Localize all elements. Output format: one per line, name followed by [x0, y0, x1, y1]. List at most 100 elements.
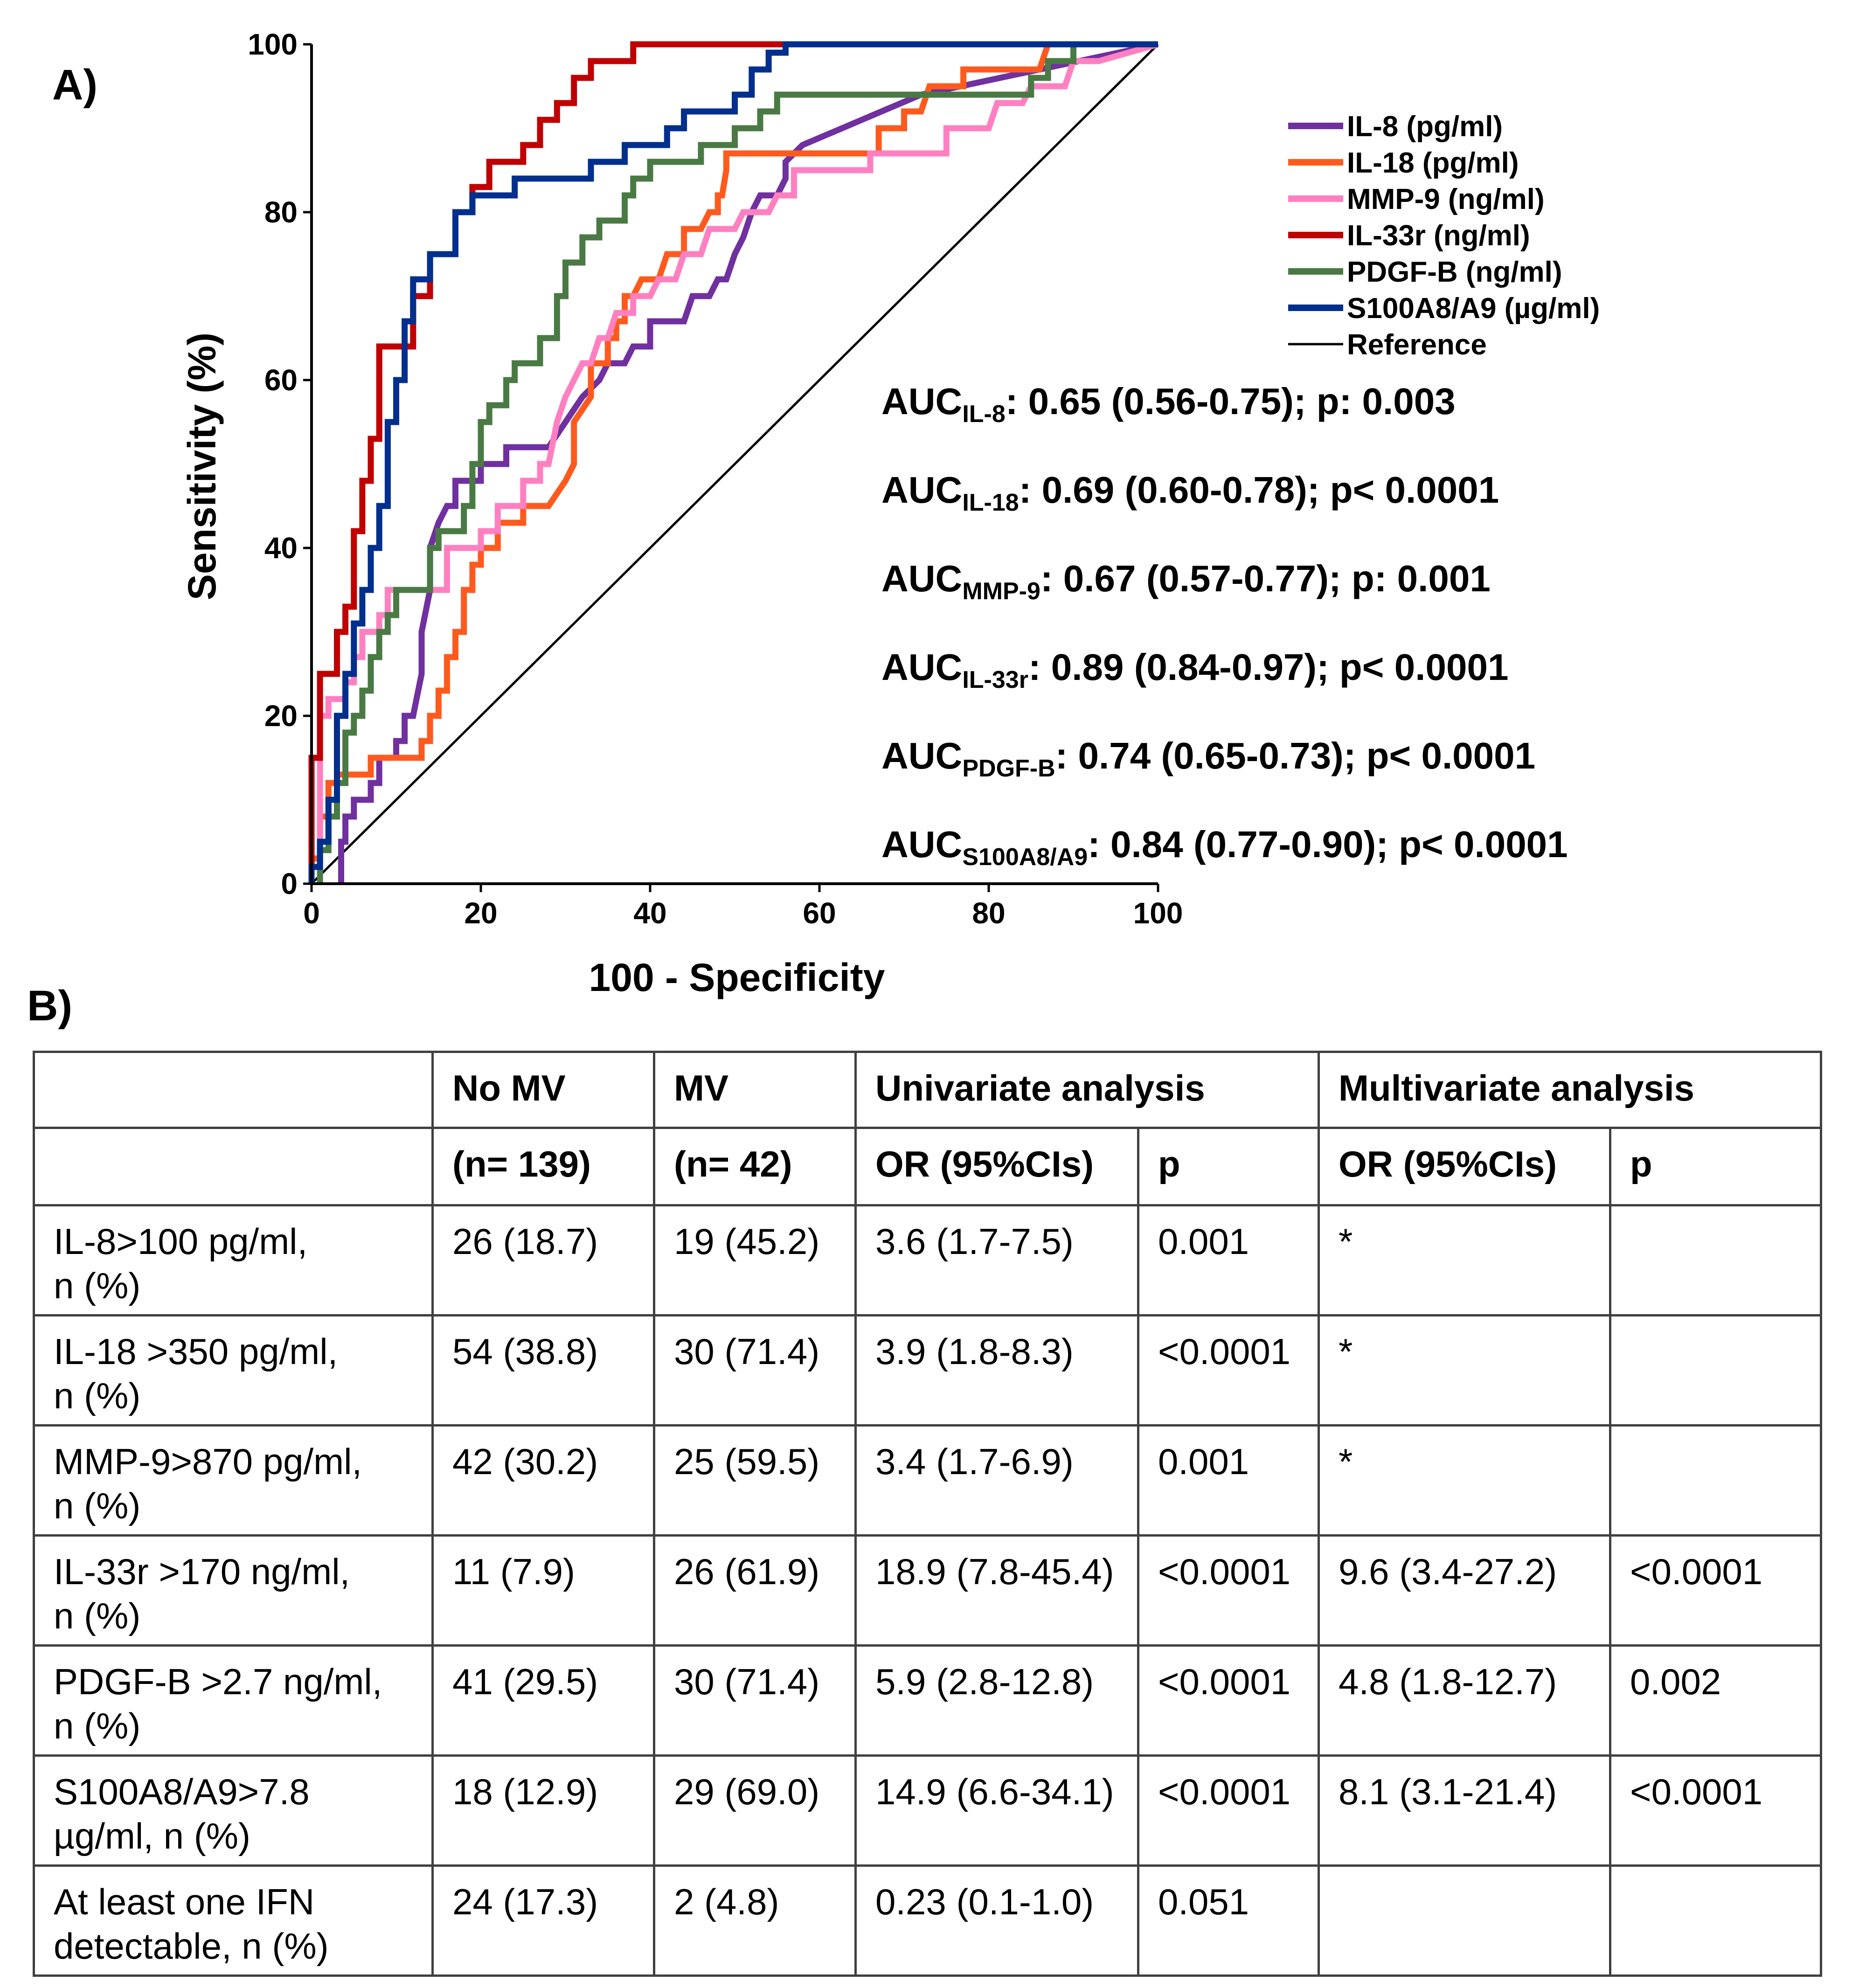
auc-label: AUC — [881, 381, 963, 422]
auc-annotation: AUCMMP-9: 0.67 (0.57-0.77); p: 0.001 — [881, 557, 1491, 605]
row-label-line2: n (%) — [54, 1595, 141, 1637]
cell-mv: 26 (61.9) — [653, 1534, 857, 1647]
cell-uni-p: 0.001 — [1137, 1424, 1320, 1537]
table-row: IL-8>100 pg/ml, n (%) 26 (18.7) 19 (45.2) 3.… — [33, 1204, 1823, 1316]
header-no-mv: No MV — [431, 1051, 655, 1129]
cell-uni-or: 3.9 (1.8-8.3) — [854, 1314, 1139, 1427]
auc-annotation: AUCIL-33r: 0.89 (0.84-0.97); p< 0.0001 — [881, 646, 1508, 694]
auc-label: AUC — [881, 469, 963, 511]
y-tick-label: 40 — [264, 531, 298, 565]
cell-multi-or: * — [1318, 1204, 1612, 1316]
row-label-line1: S100A8/A9>7.8 — [54, 1771, 310, 1812]
row-label-line1: IL-8>100 pg/ml, — [54, 1221, 308, 1262]
legend-label: IL-18 (pg/ml) — [1347, 147, 1519, 179]
cell-multi-p — [1609, 1424, 1823, 1537]
table-row: MMP-9>870 pg/ml, n (%) 42 (30.2) 25 (59.5) 3… — [33, 1424, 1823, 1537]
y-tick-label: 20 — [264, 699, 298, 733]
x-tick-label: 20 — [464, 896, 497, 930]
cell-uni-or: 18.9 (7.8-45.4) — [854, 1534, 1139, 1647]
cell-mv: 2 (4.8) — [653, 1864, 857, 1977]
cell-mv: 19 (45.2) — [653, 1204, 857, 1316]
cell-uni-p: 0.001 — [1137, 1204, 1320, 1316]
roc-series-reference — [311, 43, 1159, 885]
legend-label: IL-33r (ng/ml) — [1347, 220, 1530, 252]
subheader-empty — [33, 1127, 434, 1206]
cell-mv: 25 (59.5) — [653, 1424, 857, 1537]
cell-uni-or: 3.4 (1.7-6.9) — [854, 1424, 1139, 1537]
row-label-line1: At least one IFN — [54, 1881, 315, 1922]
cell-mv: 30 (71.4) — [653, 1314, 857, 1427]
auc-label: AUC — [881, 646, 963, 688]
subheader-no-mv-n: (n= 139) — [431, 1127, 655, 1206]
auc-value: : 0.67 (0.57-0.77); p: 0.001 — [1040, 558, 1491, 599]
cell-uni-or: 14.9 (6.6-34.1) — [854, 1754, 1139, 1867]
y-tick-label: 60 — [264, 363, 298, 397]
cell-uni-p: <0.0001 — [1137, 1314, 1320, 1427]
cell-uni-or: 0.23 (0.1-1.0) — [854, 1864, 1139, 1977]
subheader-multi-or: OR (95%CIs) — [1318, 1127, 1612, 1206]
legend-label: IL-8 (pg/ml) — [1347, 111, 1503, 143]
cell-uni-p: <0.0001 — [1137, 1534, 1320, 1647]
x-axis-title: 100 - Specificity — [589, 956, 885, 999]
row-label-line2: n (%) — [54, 1265, 141, 1307]
table-header-row: No MV MV Univariate analysis Multivariat… — [33, 1051, 1823, 1129]
x-tick-label: 100 — [1133, 896, 1183, 930]
row-label: At least one IFN detectable, n (%) — [33, 1864, 434, 1977]
row-label-line2: n (%) — [54, 1705, 141, 1747]
table-row: PDGF-B >2.7 ng/ml, n (%) 41 (29.5) 30 (71.4… — [33, 1644, 1823, 1757]
header-cell-empty — [33, 1051, 434, 1129]
panel-b-label: B) — [27, 982, 73, 1030]
cell-multi-or: 4.8 (1.8-12.7) — [1318, 1644, 1612, 1757]
auc-label: AUC — [881, 824, 963, 865]
cell-uni-p: <0.0001 — [1137, 1644, 1320, 1757]
auc-annotation: AUCIL-8: 0.65 (0.56-0.75); p: 0.003 — [881, 380, 1456, 428]
cell-multi-or: 9.6 (3.4-27.2) — [1318, 1534, 1612, 1647]
legend-label: Reference — [1347, 329, 1487, 361]
auc-subscript: PDGF-B — [962, 755, 1055, 782]
y-tick-label: 100 — [248, 28, 298, 61]
cell-uni-p: 0.051 — [1137, 1864, 1320, 1977]
auc-subscript: IL-8 — [962, 401, 1006, 428]
row-label-line1: PDGF-B >2.7 ng/ml, — [54, 1661, 382, 1702]
table-subheader-row: (n= 139) (n= 42) OR (95%CIs) p OR (95%CI… — [33, 1127, 1823, 1206]
row-label-line1: IL-18 >350 pg/ml, — [54, 1331, 338, 1372]
roc-series-il-18 — [308, 41, 1158, 884]
cell-no-mv: 26 (18.7) — [431, 1204, 655, 1316]
x-tick-label: 80 — [972, 896, 1005, 930]
roc-chart: 0 20 40 60 80 100 0 20 40 60 80 100 100 - Specificit… — [180, 28, 1600, 999]
y-tick-label: 80 — [264, 195, 298, 229]
auc-annotation: AUCS100A8/A9: 0.84 (0.77-0.90); p< 0.000… — [881, 823, 1568, 871]
row-label: IL-8>100 pg/ml, n (%) — [33, 1204, 434, 1316]
legend-label: PDGF-B (ng/ml) — [1347, 256, 1562, 288]
cell-uni-or: 3.6 (1.7-7.5) — [854, 1204, 1139, 1316]
cell-multi-or — [1318, 1864, 1612, 1977]
auc-value: : 0.84 (0.77-0.90); p< 0.0001 — [1088, 824, 1568, 865]
row-label-line2: µg/ml, n (%) — [54, 1815, 250, 1857]
y-tick-label: 0 — [281, 867, 298, 900]
cell-multi-p — [1609, 1864, 1823, 1977]
cell-multi-or: 8.1 (3.1-21.4) — [1318, 1754, 1612, 1867]
cell-multi-p — [1609, 1204, 1823, 1316]
auc-label: AUC — [881, 735, 963, 776]
legend-label: MMP-9 (ng/ml) — [1347, 183, 1545, 215]
cell-multi-p: 0.002 — [1609, 1644, 1823, 1757]
header-mv: MV — [653, 1051, 857, 1129]
auc-annotation: AUCPDGF-B: 0.74 (0.65-0.73); p< 0.0001 — [881, 734, 1535, 783]
subheader-uni-p: p — [1137, 1127, 1320, 1206]
auc-value: : 0.74 (0.65-0.73); p< 0.0001 — [1055, 735, 1536, 776]
auc-subscript: IL-33r — [962, 666, 1028, 693]
table-row: At least one IFN detectable, n (%) 24 (17.… — [33, 1864, 1823, 1977]
subheader-mv-n: (n= 42) — [653, 1127, 857, 1206]
row-label: PDGF-B >2.7 ng/ml, n (%) — [33, 1644, 434, 1757]
cell-no-mv: 41 (29.5) — [431, 1644, 655, 1757]
row-label: IL-33r >170 ng/ml, n (%) — [33, 1534, 434, 1647]
subheader-uni-or: OR (95%CIs) — [854, 1127, 1139, 1206]
auc-label: AUC — [881, 558, 963, 599]
auc-annotation: AUCIL-18: 0.69 (0.60-0.78); p< 0.0001 — [881, 469, 1499, 517]
cell-multi-or: * — [1318, 1314, 1612, 1427]
cell-multi-p: <0.0001 — [1609, 1534, 1823, 1647]
row-label-line2: n (%) — [54, 1375, 141, 1417]
cell-no-mv: 54 (38.8) — [431, 1314, 655, 1427]
y-axis-title: Sensitivity (%) — [180, 332, 224, 600]
auc-value: : 0.89 (0.84-0.97); p< 0.0001 — [1028, 646, 1509, 688]
